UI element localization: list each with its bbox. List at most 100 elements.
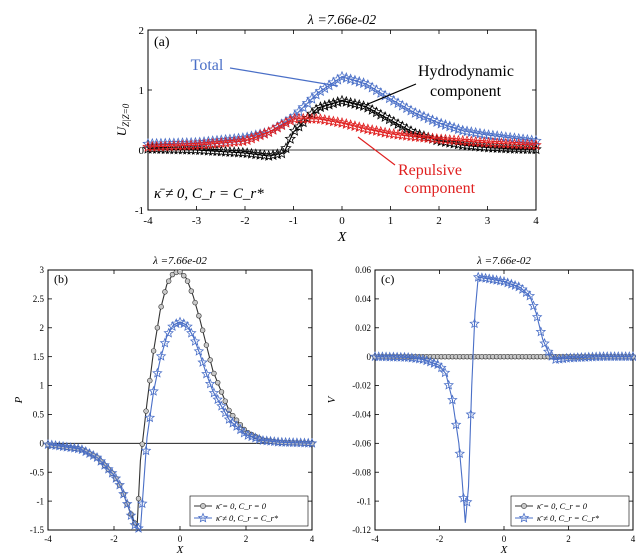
data-point <box>443 379 454 390</box>
data-point <box>224 136 236 148</box>
data-point <box>542 346 554 357</box>
data-point <box>212 394 223 405</box>
data-point <box>152 367 163 378</box>
legend-marker <box>521 503 527 509</box>
data-point <box>554 353 565 364</box>
data-point <box>184 278 191 284</box>
data-point <box>539 337 550 348</box>
data-point <box>450 419 462 430</box>
data-point <box>413 131 426 143</box>
legend-marker <box>200 503 206 509</box>
data-point <box>154 325 161 331</box>
data-point <box>465 135 478 147</box>
data-point <box>275 119 288 131</box>
data-point <box>237 146 249 158</box>
data-point <box>431 132 443 144</box>
data-point <box>550 354 561 365</box>
data-point <box>469 135 482 147</box>
data-point <box>201 368 212 379</box>
data-point <box>396 129 409 141</box>
data-point <box>480 272 491 283</box>
data-point <box>456 134 469 146</box>
y-tick-label: 2 <box>139 25 145 37</box>
data-point <box>272 436 284 447</box>
data-point <box>458 492 469 503</box>
data-point <box>444 133 456 145</box>
data-point <box>528 300 539 311</box>
x-axis-label: X <box>500 544 509 556</box>
annotation-label: component <box>404 180 476 197</box>
data-point <box>215 137 228 148</box>
series-1 <box>42 316 318 533</box>
data-point <box>271 148 284 160</box>
data-point <box>189 139 202 151</box>
data-point <box>211 370 217 377</box>
data-point <box>185 139 197 151</box>
data-point <box>267 123 279 135</box>
data-point <box>331 73 344 85</box>
data-point <box>204 378 216 389</box>
data-point <box>271 121 284 133</box>
data-point <box>219 407 231 418</box>
y-axis-label: P <box>13 396 25 404</box>
data-point <box>199 327 206 333</box>
data-point <box>525 134 538 146</box>
data-point <box>447 394 458 405</box>
panel-label: (a) <box>154 35 170 50</box>
y-tick-label: -0.02 <box>352 381 371 391</box>
x-tick-label: 1 <box>388 215 394 227</box>
data-point <box>627 351 636 362</box>
data-point <box>399 351 410 362</box>
legend-label: κ̄ = 0, C_r = 0 <box>537 501 588 511</box>
data-point <box>254 128 266 140</box>
data-point <box>254 148 266 160</box>
y-tick-label: -0.06 <box>352 438 371 448</box>
data-point <box>448 134 460 146</box>
data-point <box>159 337 171 348</box>
y-axis-label: V <box>326 395 338 403</box>
data-point <box>517 138 529 150</box>
data-point <box>422 132 434 144</box>
data-point <box>237 135 249 147</box>
data-point <box>177 269 183 275</box>
annotation-label: Total <box>191 57 224 74</box>
data-point <box>208 387 220 398</box>
data-point <box>189 335 201 346</box>
y-tick-label: -0.5 <box>30 467 45 477</box>
data-point <box>61 441 73 452</box>
data-point <box>198 138 210 150</box>
legend-label: κ̄ = 0, C_r = 0 <box>216 501 267 511</box>
x-tick-label: -4 <box>371 534 379 544</box>
data-point <box>500 137 512 149</box>
data-point <box>521 138 534 150</box>
y-tick-label: 2 <box>40 323 45 333</box>
data-point <box>218 389 225 395</box>
x-tick-label: 3 <box>485 215 491 227</box>
data-point <box>202 144 215 156</box>
data-point <box>57 441 69 452</box>
data-point <box>439 133 452 145</box>
y-tick-label: 1 <box>40 381 45 391</box>
data-point <box>402 351 414 362</box>
data-point <box>228 135 240 147</box>
y-tick-label: -0.08 <box>352 467 371 477</box>
data-point <box>521 133 534 145</box>
data-point <box>202 138 215 150</box>
data-point <box>280 142 292 154</box>
data-point <box>257 434 269 445</box>
y-tick-label: 3 <box>40 265 45 275</box>
data-point <box>410 352 421 363</box>
x-tick-label: -2 <box>110 534 118 544</box>
data-point <box>198 144 210 156</box>
data-point <box>207 357 213 363</box>
data-point <box>230 412 236 419</box>
data-point <box>400 129 413 141</box>
x-axis-label: X <box>337 230 347 245</box>
annotation-arrow-total <box>229 67 339 87</box>
y-tick-label: -1 <box>135 205 144 217</box>
data-point <box>461 496 473 507</box>
data-point <box>508 138 521 150</box>
data-point <box>163 327 174 338</box>
data-point <box>182 320 193 332</box>
data-point <box>418 131 430 143</box>
